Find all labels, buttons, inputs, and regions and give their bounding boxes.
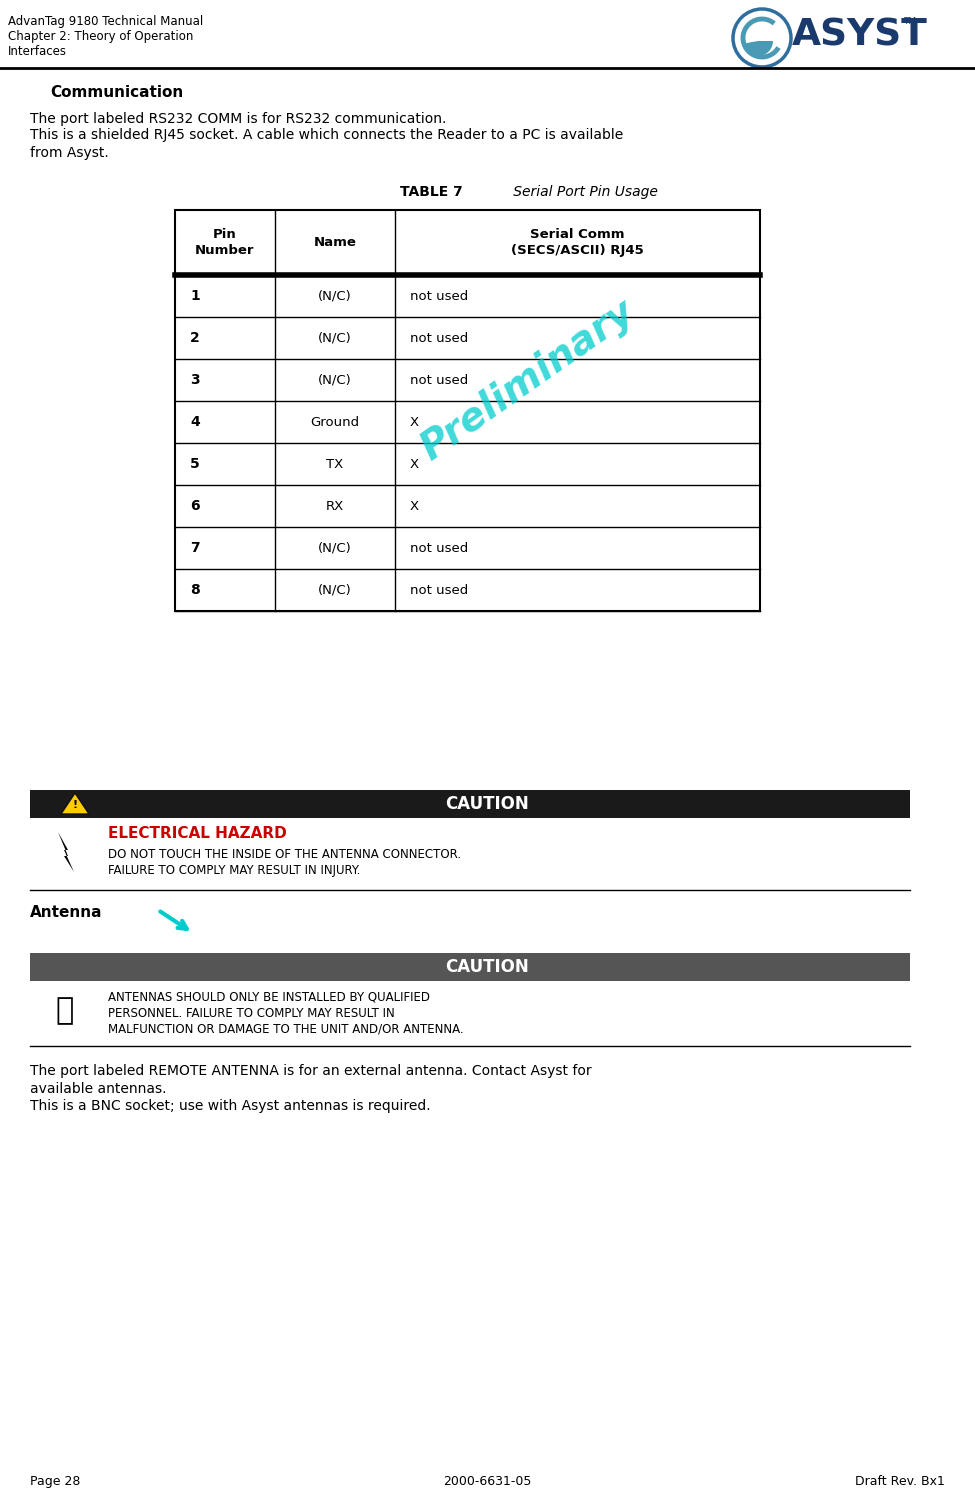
Text: 2: 2 <box>190 331 200 344</box>
Text: 8: 8 <box>190 582 200 597</box>
Text: Ground: Ground <box>310 416 360 428</box>
Text: 4: 4 <box>190 415 200 430</box>
Bar <box>175 210 760 611</box>
Text: (N/C): (N/C) <box>318 289 352 302</box>
Bar <box>30 790 910 817</box>
Polygon shape <box>58 832 74 871</box>
Text: RX: RX <box>326 500 344 512</box>
Text: Preliminary: Preliminary <box>413 293 642 469</box>
Text: ✋: ✋ <box>56 997 74 1025</box>
Text: DO NOT TOUCH THE INSIDE OF THE ANTENNA CONNECTOR.: DO NOT TOUCH THE INSIDE OF THE ANTENNA C… <box>108 847 461 861</box>
Text: not used: not used <box>410 542 468 554</box>
Text: ASYST: ASYST <box>792 18 928 54</box>
Text: ELECTRICAL HAZARD: ELECTRICAL HAZARD <box>108 826 287 841</box>
Text: TM: TM <box>903 18 916 27</box>
Text: (N/C): (N/C) <box>318 542 352 554</box>
Text: (N/C): (N/C) <box>318 584 352 596</box>
Text: Name: Name <box>314 237 357 249</box>
Text: not used: not used <box>410 289 468 302</box>
Text: Serial Comm
(SECS/ASCII) RJ45: Serial Comm (SECS/ASCII) RJ45 <box>511 228 644 257</box>
Text: !: ! <box>72 799 78 810</box>
Wedge shape <box>743 40 773 55</box>
Text: CAUTION: CAUTION <box>446 958 528 976</box>
Text: Chapter 2: Theory of Operation: Chapter 2: Theory of Operation <box>8 30 193 43</box>
Text: The port labeled REMOTE ANTENNA is for an external antenna. Contact Asyst for
av: The port labeled REMOTE ANTENNA is for a… <box>30 1064 592 1096</box>
Text: Page 28: Page 28 <box>30 1475 80 1488</box>
Text: MALFUNCTION OR DAMAGE TO THE UNIT AND/OR ANTENNA.: MALFUNCTION OR DAMAGE TO THE UNIT AND/OR… <box>108 1022 464 1036</box>
Text: X: X <box>410 458 419 470</box>
Text: AdvanTag 9180 Technical Manual: AdvanTag 9180 Technical Manual <box>8 15 203 28</box>
Text: (N/C): (N/C) <box>318 373 352 386</box>
Text: This is a BNC socket; use with Asyst antennas is required.: This is a BNC socket; use with Asyst ant… <box>30 1099 431 1112</box>
Text: Draft Rev. Bx1: Draft Rev. Bx1 <box>855 1475 945 1488</box>
Text: X: X <box>410 416 419 428</box>
Text: not used: not used <box>410 584 468 596</box>
Text: Serial Port Pin Usage: Serial Port Pin Usage <box>487 186 658 199</box>
Text: Pin
Number: Pin Number <box>195 228 254 257</box>
Text: TX: TX <box>327 458 343 470</box>
Text: TABLE 7: TABLE 7 <box>400 186 487 199</box>
Bar <box>30 954 910 981</box>
Text: 7: 7 <box>190 540 200 555</box>
Text: (N/C): (N/C) <box>318 331 352 344</box>
Text: ANTENNAS SHOULD ONLY BE INSTALLED BY QUALIFIED: ANTENNAS SHOULD ONLY BE INSTALLED BY QUA… <box>108 991 430 1004</box>
Text: CAUTION: CAUTION <box>446 795 528 813</box>
Text: not used: not used <box>410 331 468 344</box>
Text: not used: not used <box>410 373 468 386</box>
Text: Communication: Communication <box>50 85 183 100</box>
Text: 2000-6631-05: 2000-6631-05 <box>443 1475 531 1488</box>
Text: FAILURE TO COMPLY MAY RESULT IN INJURY.: FAILURE TO COMPLY MAY RESULT IN INJURY. <box>108 864 361 877</box>
Polygon shape <box>61 793 89 814</box>
Text: 3: 3 <box>190 373 200 388</box>
Text: X: X <box>410 500 419 512</box>
Text: Antenna: Antenna <box>30 906 102 921</box>
Text: Interfaces: Interfaces <box>8 45 67 58</box>
Text: 5: 5 <box>190 457 200 472</box>
Text: 6: 6 <box>190 499 200 513</box>
Text: 1: 1 <box>190 289 200 302</box>
Text: The port labeled RS232 COMM is for RS232 communication.: The port labeled RS232 COMM is for RS232… <box>30 112 447 126</box>
Text: PERSONNEL. FAILURE TO COMPLY MAY RESULT IN: PERSONNEL. FAILURE TO COMPLY MAY RESULT … <box>108 1007 395 1019</box>
Text: This is a shielded RJ45 socket. A cable which connects the Reader to a PC is ava: This is a shielded RJ45 socket. A cable … <box>30 129 623 160</box>
